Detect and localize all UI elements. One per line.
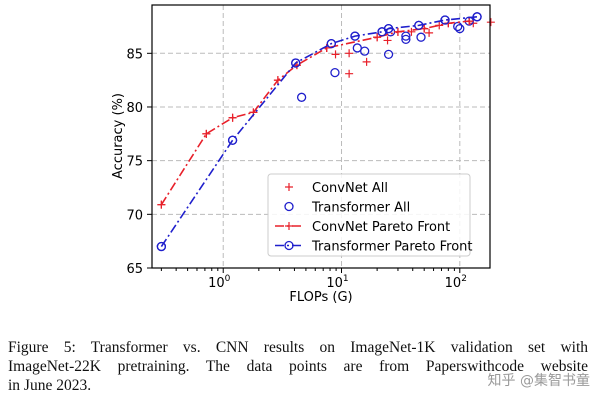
data-point (453, 21, 463, 32)
pareto-line (160, 20, 470, 206)
x-tick-label: 100 (208, 274, 231, 291)
caption-line: ImageNet-22K pretraining. The data point… (8, 358, 588, 375)
data-point (156, 241, 167, 252)
data-point (425, 28, 434, 37)
data-point (360, 46, 370, 56)
x-tick-label: 102 (445, 274, 467, 291)
plot-frame (151, 4, 491, 269)
data-point (486, 18, 495, 27)
chart: 100 101 102 65 70 75 80 85 FLOPs (G) Accuracy (… (111, 4, 495, 305)
figure-caption: Figure 5: Transformer vs. CNN results on… (8, 338, 588, 395)
data-point (228, 113, 237, 122)
legend-label: ConvNet Pareto Front (312, 220, 450, 235)
legend-marker (285, 222, 293, 230)
data-point (383, 36, 392, 45)
x-tick-label: 101 (326, 274, 348, 291)
y-tick-label: 85 (126, 47, 143, 62)
data-point (416, 32, 426, 42)
caption-line: Figure 5: Transformer vs. CNN results on… (8, 339, 588, 356)
data-point (414, 20, 424, 31)
data-point (401, 34, 411, 45)
data-point (393, 27, 402, 36)
data-point (373, 33, 382, 42)
legend-marker (284, 201, 294, 212)
data-point (465, 17, 474, 26)
y-tick-label: 75 (126, 155, 143, 170)
legend-label: Transformer All (311, 201, 410, 216)
data-point (362, 57, 371, 66)
data-point (291, 58, 301, 68)
data-point (455, 23, 465, 34)
data-point (345, 49, 354, 58)
legend-label: ConvNet All (312, 181, 388, 196)
pareto-line (160, 16, 478, 247)
series-layer (156, 12, 495, 252)
data-point (472, 12, 482, 22)
data-point (326, 38, 336, 49)
data-point (227, 135, 238, 145)
y-tick-label: 65 (126, 262, 143, 277)
data-point (296, 92, 307, 102)
data-point (350, 31, 360, 41)
y-axis-label: Accuracy (%) (111, 93, 126, 179)
data-point (273, 76, 282, 85)
data-point (401, 31, 411, 41)
series-transformer-pareto-front (156, 12, 482, 252)
data-point (383, 49, 394, 60)
data-point (352, 43, 362, 53)
legend-marker (285, 183, 293, 191)
watermark: 知乎 @集智书童 (487, 373, 590, 389)
caption-line: in June 2023. (8, 377, 92, 394)
legend-label: Transformer Pareto Front (311, 240, 472, 255)
data-point (440, 15, 450, 25)
data-point (383, 23, 394, 34)
y-tick-label: 70 (126, 208, 143, 223)
data-point (157, 200, 166, 209)
data-point (202, 129, 211, 138)
data-point (330, 67, 340, 78)
legend: ConvNet All Transformer All ConvNet Pareto… (267, 173, 472, 257)
y-tick-label: 80 (126, 101, 143, 116)
data-point (331, 50, 340, 59)
x-axis-label: FLOPs (G) (289, 290, 352, 305)
data-point (345, 69, 354, 78)
legend-marker (284, 240, 294, 251)
data-point (407, 27, 416, 36)
legend-box (267, 173, 471, 257)
